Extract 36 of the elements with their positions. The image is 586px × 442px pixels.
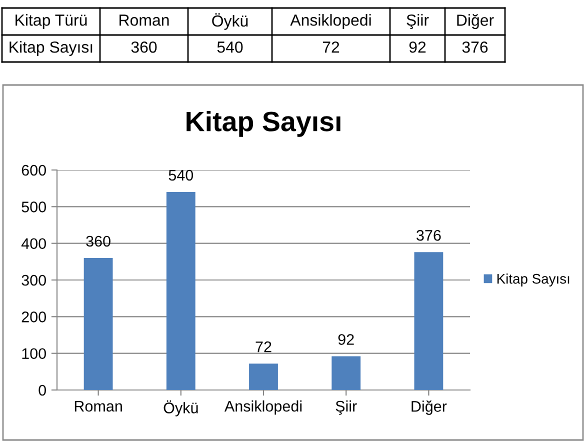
x-tick-label: Diğer [412,400,447,415]
data-label: 72 [256,341,272,352]
text: Kitap Sayısı [10,41,92,56]
data-label: 540 [217,41,243,53]
x-tick-label: Şiir [336,400,357,415]
data-label: 540 [168,170,194,181]
y-tick-label: 100 [22,348,46,360]
data-label: 376 [416,230,441,241]
bar [249,364,278,390]
data-label: 360 [131,41,157,53]
y-tick-label: 400 [21,238,46,250]
text: Kitap Türü [16,14,87,29]
data-label: 360 [86,236,110,247]
category-label: Ansiklopedi [290,14,371,29]
bar [166,192,196,390]
category-label: Diğer [457,14,494,30]
x-tick-label: Roman [74,400,122,412]
category-label: Şiir [406,14,429,29]
y-tick-label: 600 [22,164,46,176]
y-tick-label: 500 [22,202,46,212]
data-label: 92 [409,41,426,53]
data-label: 92 [338,334,354,345]
category-label: Roman [120,14,169,26]
data-label: 376 [462,41,488,53]
y-tick-label: 200 [22,312,46,322]
x-tick-label: Öykü [164,400,198,416]
bar [84,258,113,390]
data-label: 72 [322,41,340,53]
bar [414,252,444,390]
y-tick-label: 300 [22,274,46,286]
y-tick-label: 0 [38,384,46,396]
x-tick-label: Ansiklopedi [224,400,302,415]
bar [332,356,361,390]
legend-label: Kitap Sayısı [497,274,570,286]
chart-title: Kitap Sayısı [186,110,340,137]
category-label: Öykü [212,13,248,30]
